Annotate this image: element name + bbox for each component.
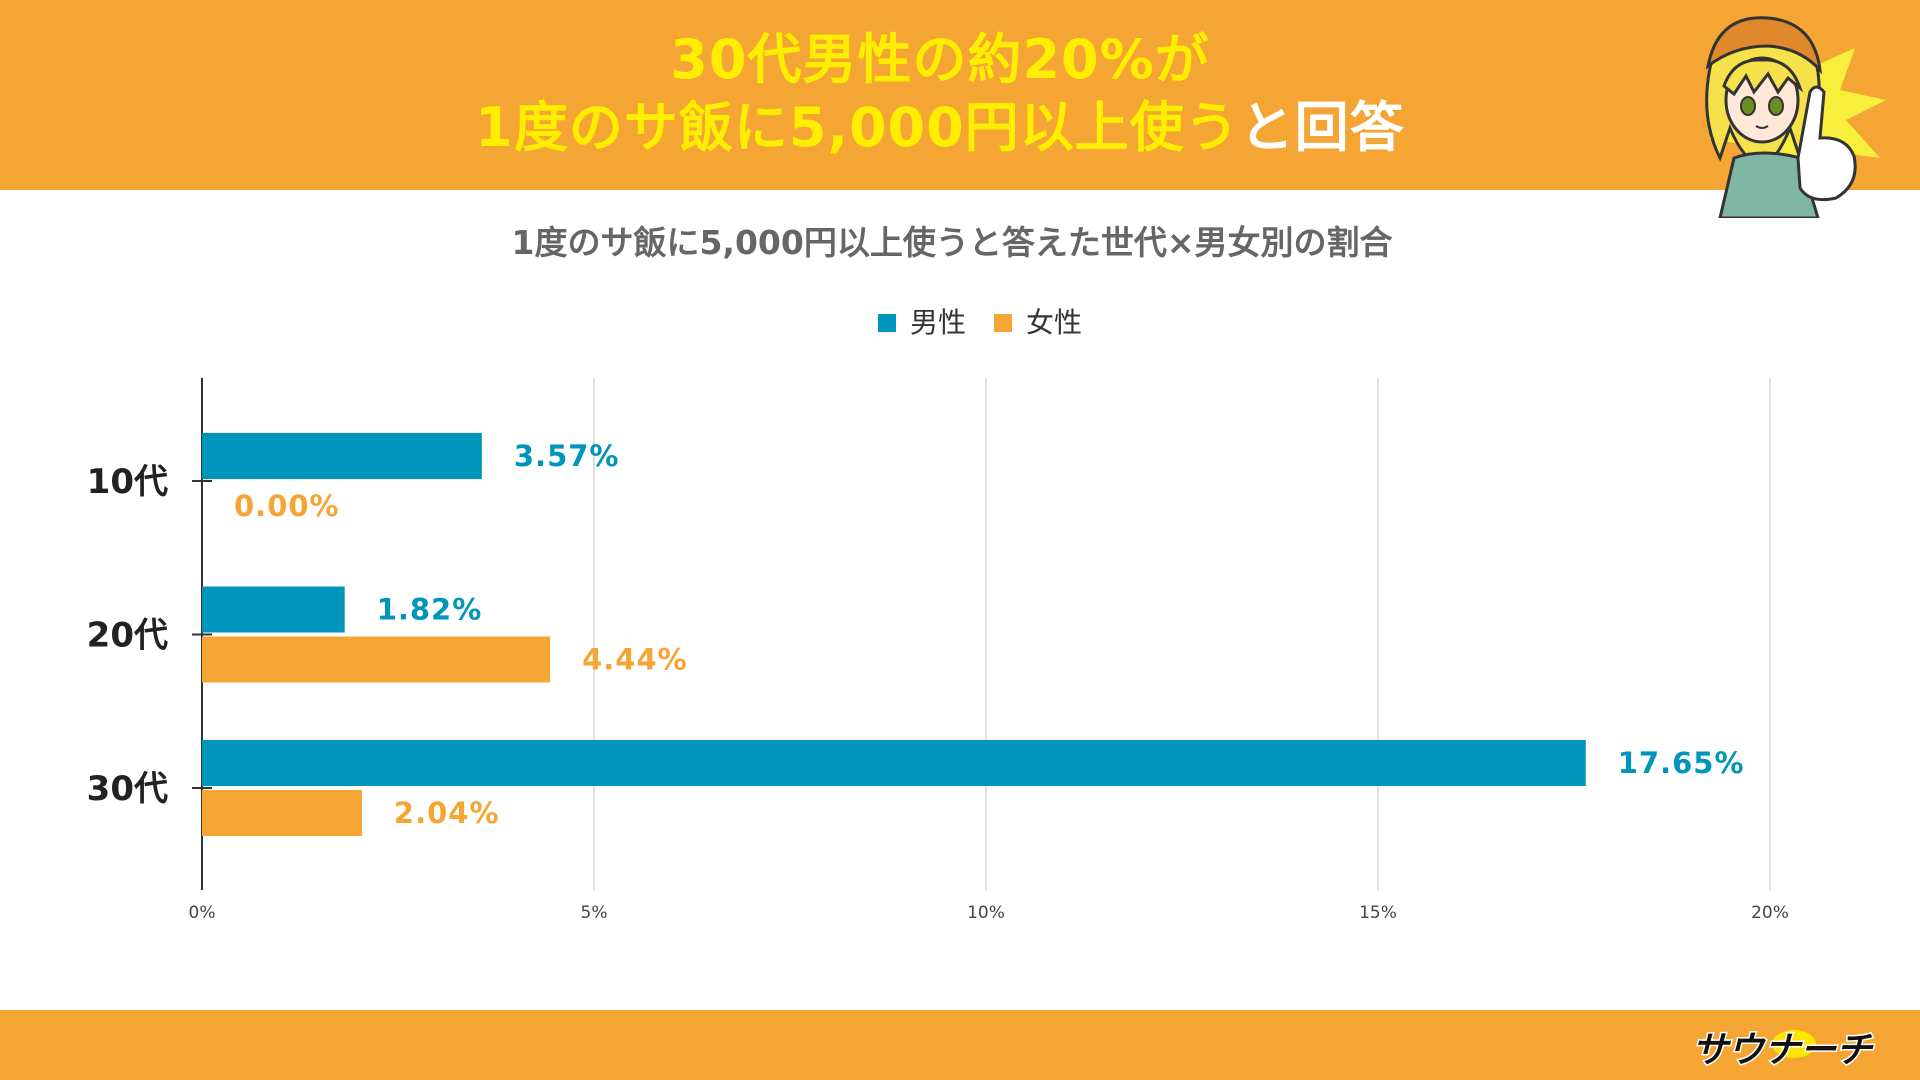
- x-tick-label: 0%: [189, 903, 216, 923]
- value-labels: 3.57% 0.00% 1.82% 4.44% 17.65% 2.04%: [234, 439, 1745, 830]
- mascot-pointing-hand: [1796, 85, 1857, 202]
- legend: 男性 女性: [878, 306, 1082, 339]
- bar: [202, 790, 362, 836]
- category-label: 30代: [87, 769, 168, 809]
- data-label: 4.44%: [582, 643, 688, 677]
- bars: [202, 433, 1586, 836]
- legend-label-female: 女性: [1026, 306, 1082, 339]
- bar-chart: 1度のサ飯に5,000円以上使うと答えた世代×男女別の割合 男性 女性 3.57…: [87, 223, 1789, 923]
- chart-title: 1度のサ飯に5,000円以上使うと答えた世代×男女別の割合: [512, 223, 1393, 262]
- headline-line-2: 1度のサ飯に5,000円以上使うと回答: [0, 94, 1880, 162]
- headline-line-1: 30代男性の約20%が: [0, 26, 1880, 94]
- mascot-eye-left: [1740, 96, 1756, 116]
- x-tick-label: 5%: [581, 903, 608, 923]
- headline-line-2-yellow: 1度のサ飯に5,000円以上使う: [475, 96, 1240, 159]
- bar: [202, 740, 1586, 786]
- headline-line-2-white: と回答: [1239, 96, 1405, 159]
- data-label: 3.57%: [514, 439, 620, 473]
- data-label: 17.65%: [1618, 746, 1745, 780]
- category-label: 20代: [87, 616, 168, 656]
- category-labels: 10代 20代 30代: [87, 462, 212, 809]
- bar: [202, 433, 482, 479]
- category-label: 10代: [87, 462, 168, 502]
- mascot-hood: [1705, 16, 1823, 75]
- footer-banner: サウナーチ: [0, 1010, 1920, 1080]
- header-banner: 30代男性の約20%が 1度のサ飯に5,000円以上使うと回答: [0, 0, 1920, 190]
- x-tick-label: 15%: [1359, 903, 1397, 923]
- brand-logo: サウナーチ: [1692, 1029, 1876, 1073]
- legend-swatch-female: [994, 314, 1012, 332]
- x-tick-label: 20%: [1751, 903, 1789, 923]
- data-label: 0.00%: [234, 489, 340, 523]
- mascot-bangs: [1722, 58, 1804, 97]
- headline: 30代男性の約20%が 1度のサ飯に5,000円以上使うと回答: [0, 26, 1880, 162]
- x-tick-labels: 0% 5% 10% 15% 20%: [189, 903, 1789, 923]
- gridlines: [593, 378, 1771, 890]
- x-tick-label: 10%: [967, 903, 1005, 923]
- logo-text: サウナーチ: [1692, 1030, 1874, 1071]
- data-label: 2.04%: [394, 796, 500, 830]
- mascot-mouth: [1755, 125, 1769, 129]
- bar: [202, 586, 345, 633]
- legend-swatch-male: [878, 314, 896, 332]
- bar: [202, 636, 551, 683]
- legend-label-male: 男性: [910, 306, 966, 339]
- data-label: 1.82%: [377, 593, 483, 627]
- headline-line-1-text: 30代男性の約20%が: [670, 28, 1210, 91]
- mascot-illustration: [1705, 16, 1886, 218]
- logo-face-badge: [1772, 1030, 1816, 1058]
- mascot-eye-right: [1768, 96, 1784, 116]
